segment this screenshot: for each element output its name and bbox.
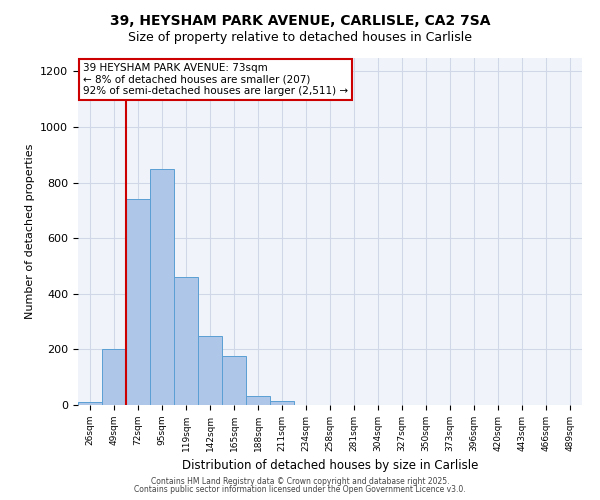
Text: Contains HM Land Registry data © Crown copyright and database right 2025.: Contains HM Land Registry data © Crown c… — [151, 477, 449, 486]
Bar — [198, 336, 222, 405]
Text: 39 HEYSHAM PARK AVENUE: 73sqm
← 8% of detached houses are smaller (207)
92% of s: 39 HEYSHAM PARK AVENUE: 73sqm ← 8% of de… — [83, 62, 348, 96]
X-axis label: Distribution of detached houses by size in Carlisle: Distribution of detached houses by size … — [182, 460, 478, 472]
Bar — [174, 277, 198, 405]
Text: Size of property relative to detached houses in Carlisle: Size of property relative to detached ho… — [128, 31, 472, 44]
Text: Contains public sector information licensed under the Open Government Licence v3: Contains public sector information licen… — [134, 484, 466, 494]
Y-axis label: Number of detached properties: Number of detached properties — [25, 144, 35, 319]
Bar — [246, 396, 270, 405]
Bar — [150, 168, 174, 405]
Text: 39, HEYSHAM PARK AVENUE, CARLISLE, CA2 7SA: 39, HEYSHAM PARK AVENUE, CARLISLE, CA2 7… — [110, 14, 490, 28]
Bar — [78, 402, 102, 405]
Bar — [222, 356, 246, 405]
Bar — [102, 350, 126, 405]
Bar — [270, 401, 294, 405]
Bar — [126, 200, 150, 405]
